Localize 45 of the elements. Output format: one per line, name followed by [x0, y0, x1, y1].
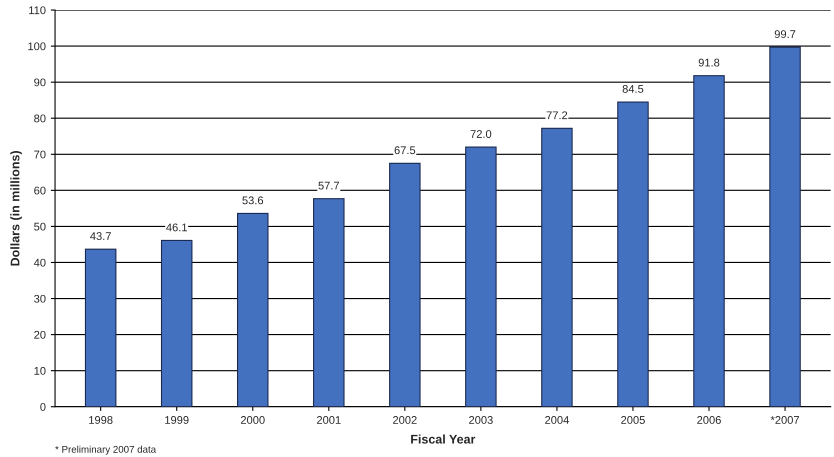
y-tick-label: 60 [34, 186, 46, 194]
bar [84, 248, 116, 407]
bar [313, 198, 345, 407]
x-tick-label: 2003 [469, 416, 493, 424]
data-label: 53.6 [242, 196, 264, 204]
bar [693, 75, 725, 407]
x-tick-label: 1998 [89, 416, 113, 424]
bar [389, 162, 421, 407]
y-tick-label: 0 [40, 402, 46, 411]
x-tick-label: 2004 [545, 416, 569, 424]
y-tick-label: 80 [34, 114, 46, 122]
x-tick-label: 2000 [240, 416, 265, 424]
data-label: 91.8 [698, 58, 720, 67]
text: * Preliminary 2007 data [55, 446, 156, 455]
y-tick-label: 110 [29, 6, 46, 14]
data-label: 43.7 [90, 232, 111, 240]
y-tick-label: 50 [34, 222, 46, 231]
data-label: 77.2 [546, 111, 568, 120]
y-axis-title: Dollars (in millions) [10, 151, 22, 266]
bar [769, 46, 801, 407]
y-tick-label: 70 [34, 150, 46, 158]
bar [617, 101, 649, 407]
y-tick-label: 40 [34, 258, 46, 267]
y-tick-label: 20 [34, 330, 46, 339]
x-tick-label: *2007 [770, 416, 800, 424]
bar [541, 128, 573, 407]
bar [160, 240, 192, 407]
x-tick-label: 2006 [697, 416, 721, 424]
x-tick-label: 1999 [165, 416, 189, 424]
bar [465, 146, 497, 407]
bar [236, 212, 269, 407]
data-label: 99.7 [774, 30, 796, 38]
x-tick-label: 2001 [316, 416, 341, 424]
data-label: 46.1 [166, 223, 187, 232]
y-tick-label: 100 [28, 42, 46, 50]
x-tick-label: 2002 [393, 416, 417, 424]
data-label: 72.0 [470, 130, 492, 138]
y-tick-label: 10 [34, 366, 46, 375]
data-label: 84.5 [622, 85, 644, 93]
data-label: 67.5 [394, 146, 416, 154]
data-label: 57.7 [318, 182, 340, 190]
x-axis-title: Fiscal Year [411, 434, 476, 444]
y-tick-label: 90 [34, 78, 46, 86]
x-tick-label: 2005 [621, 416, 645, 424]
y-tick-label: 30 [34, 294, 46, 303]
